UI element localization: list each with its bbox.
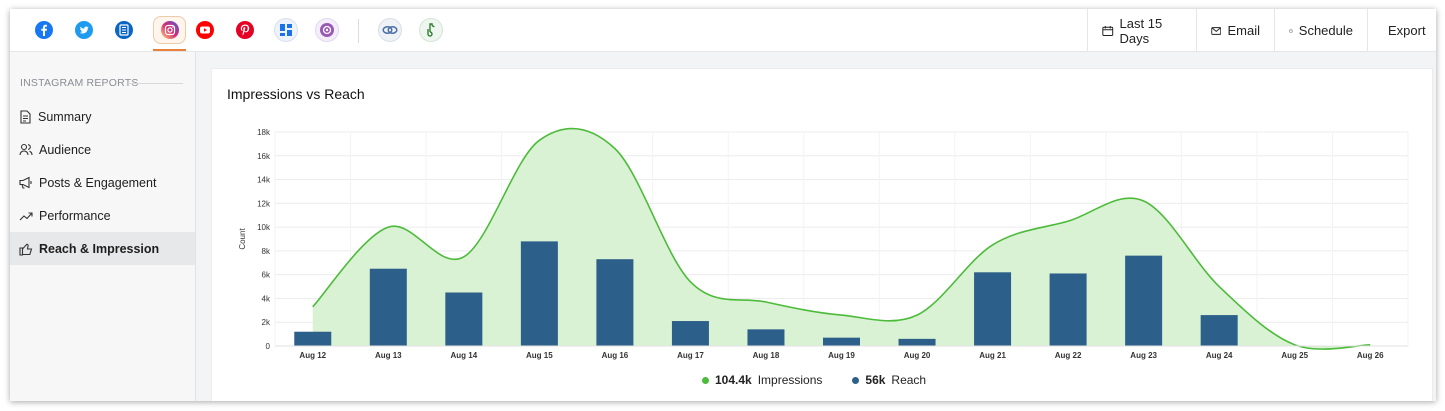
date-range-button[interactable]: Last 15 Days bbox=[1087, 9, 1196, 52]
x-tick-label: Aug 16 bbox=[602, 351, 629, 360]
legend-reach[interactable]: 56k Reach bbox=[852, 373, 926, 387]
x-tick-label: Aug 21 bbox=[979, 351, 1006, 360]
x-tick-label: Aug 26 bbox=[1357, 351, 1384, 360]
sidebar-item-label: Audience bbox=[39, 142, 92, 157]
twitter-icon[interactable] bbox=[73, 19, 95, 41]
reach-bar bbox=[369, 268, 407, 346]
sidebar-item-label: Summary bbox=[38, 109, 92, 124]
y-axis-label: Count bbox=[238, 228, 247, 250]
toolbar-divider bbox=[358, 19, 359, 43]
x-tick-label: Aug 14 bbox=[450, 351, 477, 360]
mail-icon bbox=[1211, 26, 1222, 35]
sidebar-item-posts-engagement[interactable]: Posts & Engagement bbox=[10, 166, 195, 199]
x-tick-label: Aug 23 bbox=[1130, 351, 1157, 360]
x-tick-label: Aug 13 bbox=[375, 351, 402, 360]
x-tick-label: Aug 22 bbox=[1055, 351, 1082, 360]
export-label: Export bbox=[1388, 23, 1426, 38]
users-icon bbox=[19, 143, 33, 156]
x-tick-label: Aug 18 bbox=[753, 351, 780, 360]
thumbs-up-icon bbox=[19, 243, 33, 256]
sidebar-item-performance[interactable]: Performance bbox=[10, 199, 195, 232]
reach-bar bbox=[747, 329, 785, 346]
legend-impressions[interactable]: 104.4k Impressions bbox=[702, 373, 822, 387]
instagram-icon[interactable] bbox=[153, 16, 186, 44]
reach-bar bbox=[1200, 315, 1238, 346]
sidebar-item-label: Performance bbox=[39, 208, 111, 223]
app-window: Last 15 Days Email Schedule Export INSTA… bbox=[10, 9, 1436, 401]
y-tick-label: 0 bbox=[266, 342, 271, 351]
pinterest-icon[interactable] bbox=[234, 19, 256, 41]
youtube-icon[interactable] bbox=[194, 19, 216, 41]
x-tick-label: Aug 24 bbox=[1206, 351, 1233, 360]
y-tick-label: 18k bbox=[257, 128, 271, 137]
x-tick-label: Aug 25 bbox=[1281, 351, 1308, 360]
chart-legend: 104.4k Impressions 56k Reach bbox=[702, 373, 926, 387]
x-tick-label: Aug 15 bbox=[526, 351, 553, 360]
export-button[interactable]: Export bbox=[1367, 9, 1436, 52]
impressions-legend-label: Impressions bbox=[757, 373, 823, 387]
schedule-label: Schedule bbox=[1298, 23, 1353, 38]
impressions-area bbox=[312, 128, 1371, 350]
google-business-icon[interactable] bbox=[274, 18, 298, 42]
facebook-icon[interactable] bbox=[33, 19, 55, 41]
clock-icon bbox=[1289, 28, 1293, 33]
x-tick-label: Aug 12 bbox=[299, 351, 326, 360]
main-content: Impressions vs Reach 0 2k 4k 6k 8k 10k 12k 14k 1… bbox=[196, 52, 1436, 401]
impressions-line bbox=[312, 127, 1371, 350]
reach-bar bbox=[596, 259, 634, 346]
chart-title: Impressions vs Reach bbox=[227, 86, 365, 102]
sidebar-item-audience[interactable]: Audience bbox=[10, 133, 195, 166]
y-tick-label: 12k bbox=[257, 199, 271, 208]
y-tick-label: 6k bbox=[262, 271, 271, 280]
document-icon bbox=[20, 109, 31, 124]
calendar-icon bbox=[1102, 25, 1114, 36]
reach-bar bbox=[445, 292, 483, 346]
reach-bar bbox=[1049, 273, 1087, 346]
impressions-dot-icon bbox=[702, 376, 709, 384]
reach-bar bbox=[898, 338, 936, 346]
chart-card: Impressions vs Reach 0 2k 4k 6k 8k 10k 12k 14k 1… bbox=[211, 68, 1433, 401]
threads-icon[interactable] bbox=[315, 18, 339, 42]
y-tick-label: 2k bbox=[262, 318, 271, 327]
tiktok-icon[interactable] bbox=[419, 18, 443, 42]
trend-icon bbox=[19, 211, 33, 220]
reach-bar bbox=[1125, 255, 1163, 346]
x-tick-label: Aug 19 bbox=[828, 351, 855, 360]
reach-bar bbox=[671, 321, 709, 346]
reach-bar bbox=[974, 272, 1012, 346]
x-tick-label: Aug 20 bbox=[904, 351, 931, 360]
megaphone-icon bbox=[19, 176, 32, 189]
email-button[interactable]: Email bbox=[1196, 9, 1274, 52]
sidebar-heading: INSTAGRAM REPORTS bbox=[20, 77, 139, 89]
sidebar-heading-divider bbox=[128, 83, 183, 84]
schedule-button[interactable]: Schedule bbox=[1274, 9, 1367, 52]
reach-bar bbox=[823, 337, 860, 346]
x-tick-label: Aug 17 bbox=[677, 351, 704, 360]
reach-dot-icon bbox=[852, 376, 860, 384]
y-tick-label: 4k bbox=[262, 294, 271, 303]
reach-bar bbox=[520, 241, 558, 346]
sidebar-item-summary[interactable]: Summary bbox=[10, 100, 195, 133]
reach-bar bbox=[294, 331, 332, 346]
date-range-label: Last 15 Days bbox=[1119, 15, 1163, 46]
email-label: Email bbox=[1227, 23, 1260, 38]
sidebar-item-reach-impression[interactable]: Reach & Impression bbox=[10, 232, 195, 265]
reach-legend-label: Reach bbox=[891, 373, 927, 387]
sidebar: INSTAGRAM REPORTS Summary Audience Posts… bbox=[10, 52, 196, 401]
y-tick-label: 14k bbox=[257, 176, 271, 185]
sidebar-item-label: Posts & Engagement bbox=[39, 175, 157, 190]
sidebar-item-label: Reach & Impression bbox=[39, 241, 160, 256]
reach-total: 56k bbox=[865, 373, 886, 387]
link-icon[interactable] bbox=[378, 18, 402, 42]
impressions-total: 104.4k bbox=[715, 373, 752, 387]
impressions-reach-chart: 0 2k 4k 6k 8k 10k 12k 14k 16k 18k Count Aug 12 Aug 1… bbox=[238, 127, 1409, 360]
y-tick-label: 8k bbox=[262, 247, 271, 256]
top-bar: Last 15 Days Email Schedule Export bbox=[10, 9, 1436, 52]
active-tab-indicator bbox=[153, 49, 186, 51]
linkedin-icon[interactable] bbox=[113, 19, 135, 41]
y-tick-label: 10k bbox=[257, 223, 271, 232]
y-tick-label: 16k bbox=[257, 152, 271, 161]
